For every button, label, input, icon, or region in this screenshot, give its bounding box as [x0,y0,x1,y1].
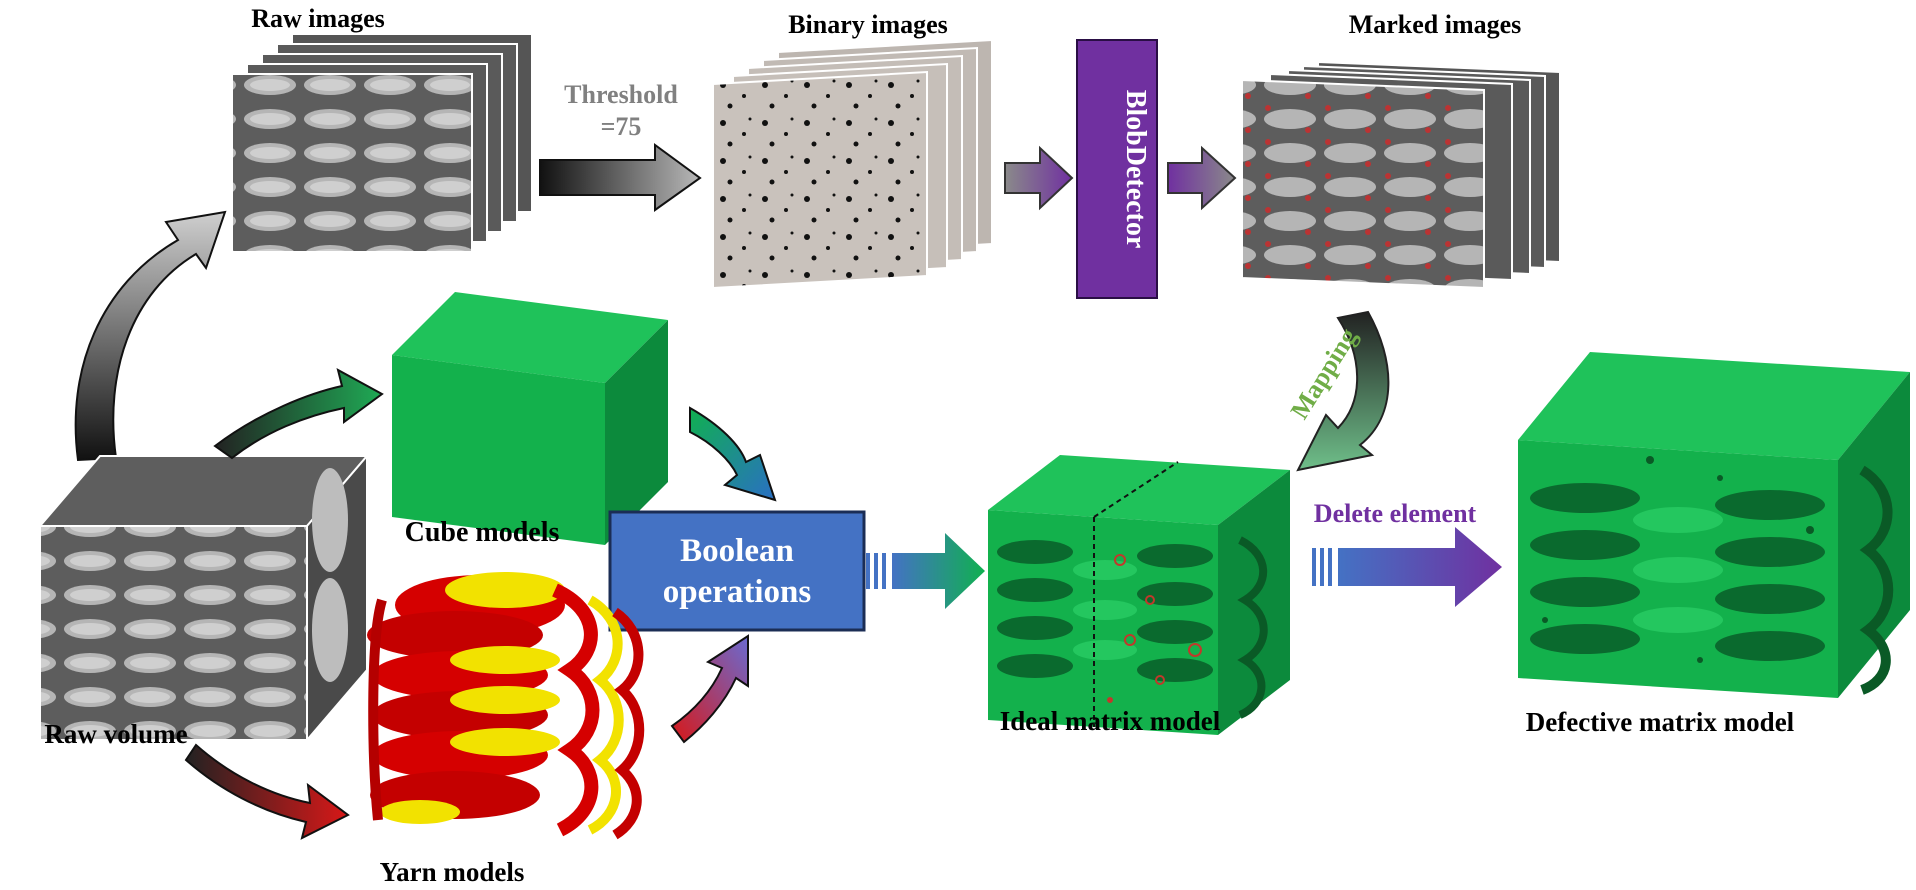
ideal-matrix-label: Ideal matrix model [1000,706,1221,736]
blob-detector-label: BlobDetector [1120,90,1151,249]
delete-element-label: Delete element [1314,499,1477,528]
defective-matrix-model [1518,352,1910,698]
raw-volume-label: Raw volume [44,719,187,749]
cube-model [392,292,668,545]
marked-images-stack [1241,60,1561,290]
yarn-models-label: Yarn models [380,857,525,887]
defective-matrix-label: Defective matrix model [1526,707,1795,737]
ideal-matrix-model [988,455,1290,735]
boolean-operations-box [608,510,866,632]
volume-to-images-arrow [74,210,227,462]
binary-images-stack [712,38,993,290]
mapping-arrow [1296,310,1390,472]
boolean-label-line1: Boolean [680,533,794,569]
volume-to-cube-arrow [213,368,384,460]
threshold-label-line2: =75 [601,112,642,141]
cube-models-label: Cube models [405,517,560,548]
threshold-arrow [539,143,702,212]
raw-images-stack [231,33,533,253]
raw-volume-cube [37,453,370,743]
blob-detector-box [1076,39,1158,299]
cube-to-boolean-arrow [689,406,777,502]
raw-images-label: Raw images [251,4,385,33]
boolean-to-ideal-arrow [866,533,985,609]
yarn-model [367,572,645,840]
threshold-label-line1: Threshold [564,80,678,109]
blob-to-marked-arrow [1167,145,1237,211]
binary-to-blob-arrow [1004,145,1074,211]
marked-images-label: Marked images [1349,10,1522,39]
volume-to-yarn-arrow [184,743,350,840]
ideal-to-defective-arrow [1312,527,1502,607]
binary-images-label: Binary images [788,10,948,39]
yarn-to-boolean-arrow [670,634,749,744]
boolean-label-line2: operations [663,574,812,610]
